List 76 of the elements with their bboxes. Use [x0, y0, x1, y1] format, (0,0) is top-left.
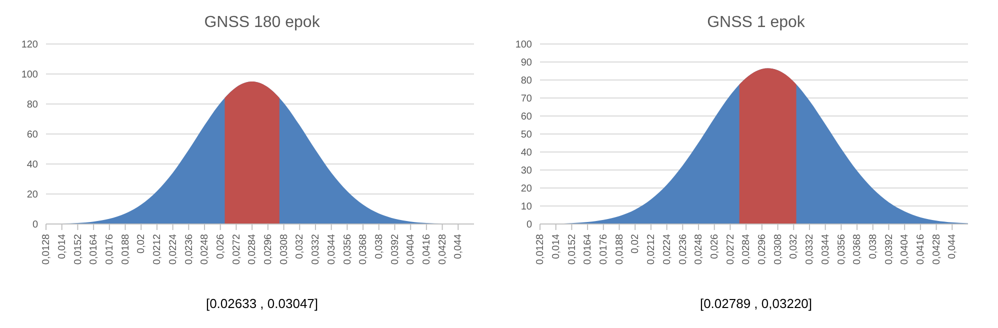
x-tick-label: 0,044 — [947, 234, 958, 260]
x-tick-label: 0,0416 — [422, 234, 433, 265]
x-tick-label: 0,014 — [56, 234, 68, 260]
x-tick-label: 0,0188 — [614, 234, 626, 265]
y-tick-label: 20 — [520, 184, 532, 195]
x-tick-label: 0,0152 — [72, 234, 84, 265]
x-tick-label: 0,0344 — [326, 234, 338, 265]
x-tick-label: 0,0176 — [104, 234, 116, 265]
x-tick-label: 0,0356 — [836, 234, 848, 265]
y-tick-label: 0 — [32, 220, 38, 231]
y-tick-label: 50 — [520, 130, 532, 141]
x-tick-label: 0,0272 — [231, 234, 242, 265]
x-tick-label: 0,0176 — [598, 234, 610, 265]
x-tick-label: 0,0404 — [406, 234, 417, 265]
x-tick-label: 0,014 — [550, 234, 562, 260]
x-tick-label: 0,0164 — [88, 234, 100, 265]
y-tick-label: 40 — [520, 148, 532, 159]
x-tick-label: 0,0392 — [884, 234, 895, 265]
x-tick-label: 0,026 — [215, 234, 226, 260]
x-tick-label: 0,044 — [453, 234, 464, 260]
text: [0.02789 , 0,03220] — [698, 296, 814, 311]
x-tick-label: 0,0236 — [184, 234, 195, 265]
y-tick-label: 100 — [21, 70, 38, 81]
y-tick-label: 90 — [520, 58, 532, 69]
y-tick-label: 120 — [21, 40, 38, 51]
y-tick-label: 0 — [526, 220, 532, 231]
x-tick-label: 0,0392 — [390, 234, 401, 265]
x-tick-label: 0,0224 — [662, 234, 673, 265]
y-tick-label: 60 — [26, 130, 38, 141]
x-tick-label: 0,0284 — [247, 234, 258, 265]
x-tick-label: 0,02 — [630, 234, 642, 254]
x-tick-label: 0,0308 — [278, 234, 290, 265]
y-tick-label: 20 — [26, 190, 38, 201]
x-tick-label: 0,0332 — [310, 234, 322, 265]
x-tick-label: 0,038 — [374, 234, 385, 260]
x-tick-label: 0,0296 — [263, 234, 274, 265]
y-tick-label: 70 — [520, 94, 532, 105]
x-tick-label: 0,032 — [788, 234, 800, 260]
x-tick-label: 0,0308 — [772, 234, 784, 265]
y-tick-label: 40 — [26, 160, 38, 171]
x-tick-label: 0,038 — [868, 234, 879, 260]
x-tick-label: 0,0128 — [535, 234, 546, 265]
x-tick-label: 0,0368 — [358, 234, 370, 265]
x-tick-label: 0,0188 — [120, 234, 132, 265]
chart-title: GNSS 180 epok — [203, 14, 321, 33]
x-tick-label: 0,0284 — [741, 234, 752, 265]
x-tick-label: 0,0368 — [852, 234, 864, 265]
chart-title: GNSS 1 epok — [706, 14, 806, 33]
text: [0.02633 , 0.03047] — [204, 296, 320, 311]
x-tick-label: 0,0404 — [900, 234, 911, 265]
y-tick-label: 80 — [26, 100, 38, 111]
x-tick-label: 0,026 — [709, 234, 720, 260]
x-tick-label: 0,032 — [294, 234, 306, 260]
x-tick-label: 0,0428 — [437, 234, 448, 265]
y-tick-label: 80 — [520, 76, 532, 87]
x-tick-label: 0,0296 — [757, 234, 768, 265]
x-tick-label: 0,0416 — [916, 234, 927, 265]
x-tick-label: 0,0428 — [931, 234, 942, 265]
x-tick-label: 0,0152 — [566, 234, 578, 265]
x-tick-label: 0,0272 — [725, 234, 736, 265]
y-tick-label: 30 — [520, 166, 532, 177]
x-tick-label: 0,0212 — [152, 234, 164, 265]
x-tick-label: 0,0356 — [342, 234, 354, 265]
x-tick-label: 0,0248 — [694, 234, 705, 265]
x-tick-label: 0,0128 — [41, 234, 52, 265]
x-tick-label: 0,0224 — [168, 234, 179, 265]
x-tick-label: 0,0212 — [646, 234, 658, 265]
y-tick-label: 10 — [520, 202, 532, 213]
x-tick-label: 0,02 — [136, 234, 148, 254]
x-tick-label: 0,0164 — [582, 234, 594, 265]
x-tick-label: 0,0344 — [820, 234, 832, 265]
y-tick-label: 60 — [520, 112, 532, 123]
x-tick-label: 0,0236 — [678, 234, 689, 265]
x-tick-label: 0,0332 — [804, 234, 816, 265]
y-tick-label: 100 — [515, 40, 532, 51]
x-tick-label: 0,0248 — [200, 234, 211, 265]
